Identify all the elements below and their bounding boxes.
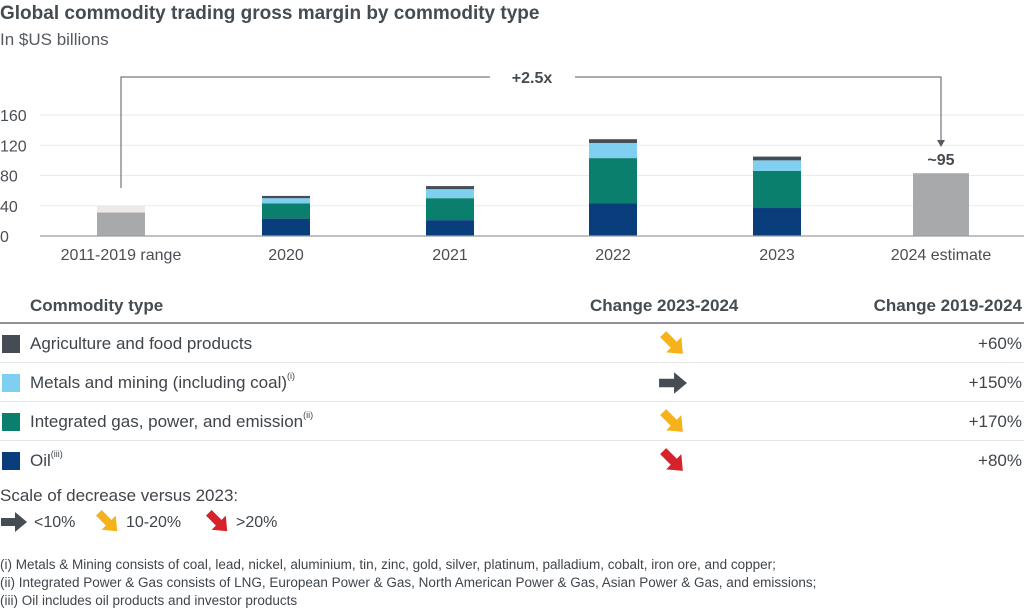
growth-bracket-right [575,76,942,142]
row-change-value: +60% [978,334,1022,353]
footnote: (i) Metals & Mining consists of coal, le… [0,557,776,572]
header-commodity-type: Commodity type [30,296,164,315]
footnote: (ii) Integrated Power & Gas consists of … [0,575,817,590]
trend-arrow-icon [658,331,688,357]
arrow-down-right-icon [205,510,228,532]
bar-segment [262,203,310,219]
y-tick-label: 160 [0,108,27,125]
x-tick-label: 2022 [595,247,631,264]
bar-segment [262,198,310,204]
footnote: (iii) Oil includes oil products and inve… [0,593,298,608]
arrow-right-icon [1,512,27,532]
bar-segment [753,208,801,236]
trend-arrow-icon [658,370,688,396]
table-header: Commodity type Change 2023-2024 Change 2… [0,290,1024,324]
bar-segment [426,189,474,199]
table-row: Agriculture and food products +60% [0,324,1024,363]
scale-label: <10% [34,514,76,531]
legend-swatch-gas-power [2,413,20,431]
growth-label: +2.5x [512,70,553,87]
bar-segment [589,142,637,159]
chart-subtitle: In $US billions [0,30,109,49]
estimate-label: ~95 [927,152,954,169]
trend-arrow-icon [658,409,688,435]
bar-segment [426,186,474,190]
legend-swatch-agriculture [2,335,20,353]
row-label: Oil(iii) [30,449,63,470]
row-label: Metals and mining (including coal)(i) [30,371,296,392]
legend-swatch-oil [2,452,20,470]
row-change-value: +150% [968,373,1022,392]
table-row: Oil(iii) +80% [0,441,1024,479]
bar-segment [589,158,637,204]
row-label: Integrated gas, power, and emission(ii) [30,410,314,431]
bar-segment [262,218,310,236]
legend-swatch-metals [2,374,20,392]
bracket-arrowhead-icon [937,140,945,147]
footnotes: (i) Metals & Mining consists of coal, le… [0,556,816,610]
table-row: Integrated gas, power, and emission(ii) … [0,402,1024,441]
x-tick-label: 2021 [432,247,468,264]
x-tick-label: 2020 [268,247,304,264]
growth-bracket-left [120,76,490,188]
bar-segment [589,139,637,143]
stacked-bar-chart: 0 40 80 120 160 ~95 2011-2019 range 2020 2021 202… [0,70,1024,264]
scale-title: Scale of decrease versus 2023: [0,486,239,505]
bar-segment [753,160,801,171]
y-tick-label: 80 [0,169,18,186]
range-bar-upper [97,205,145,213]
row-change-value: +170% [968,412,1022,431]
scale-legend: <10% 10-20% >20% [0,510,400,536]
bar-segment [262,195,310,199]
row-change-value: +80% [978,451,1022,470]
y-tick-label: 120 [0,138,27,155]
y-tick-label: 40 [0,199,18,216]
trend-arrow-icon [658,448,688,474]
bar-segment [753,170,801,209]
x-tick-label: 2024 estimate [891,247,992,264]
commodity-table: Commodity type Change 2023-2024 Change 2… [0,290,1024,479]
y-tick-label: 0 [0,229,9,246]
bar-segment [753,156,801,161]
x-tick-label: 2023 [759,247,795,264]
header-change-2019-2024: Change 2019-2024 [873,296,1022,315]
row-label: Agriculture and food products [30,334,253,353]
arrow-down-right-icon [95,510,118,532]
range-bar-lower [97,212,145,236]
estimate-bar [913,173,969,236]
table-row: Metals and mining (including coal)(i) +1… [0,363,1024,402]
chart-title: Global commodity trading gross margin by… [0,3,540,24]
x-tick-label: 2011-2019 range [61,247,182,264]
header-change-2023-2024: Change 2023-2024 [590,296,739,315]
bar-segment [426,198,474,221]
scale-label: >20% [236,514,278,531]
bar-segment [426,220,474,236]
scale-label: 10-20% [126,514,182,531]
bar-segment [589,203,637,236]
